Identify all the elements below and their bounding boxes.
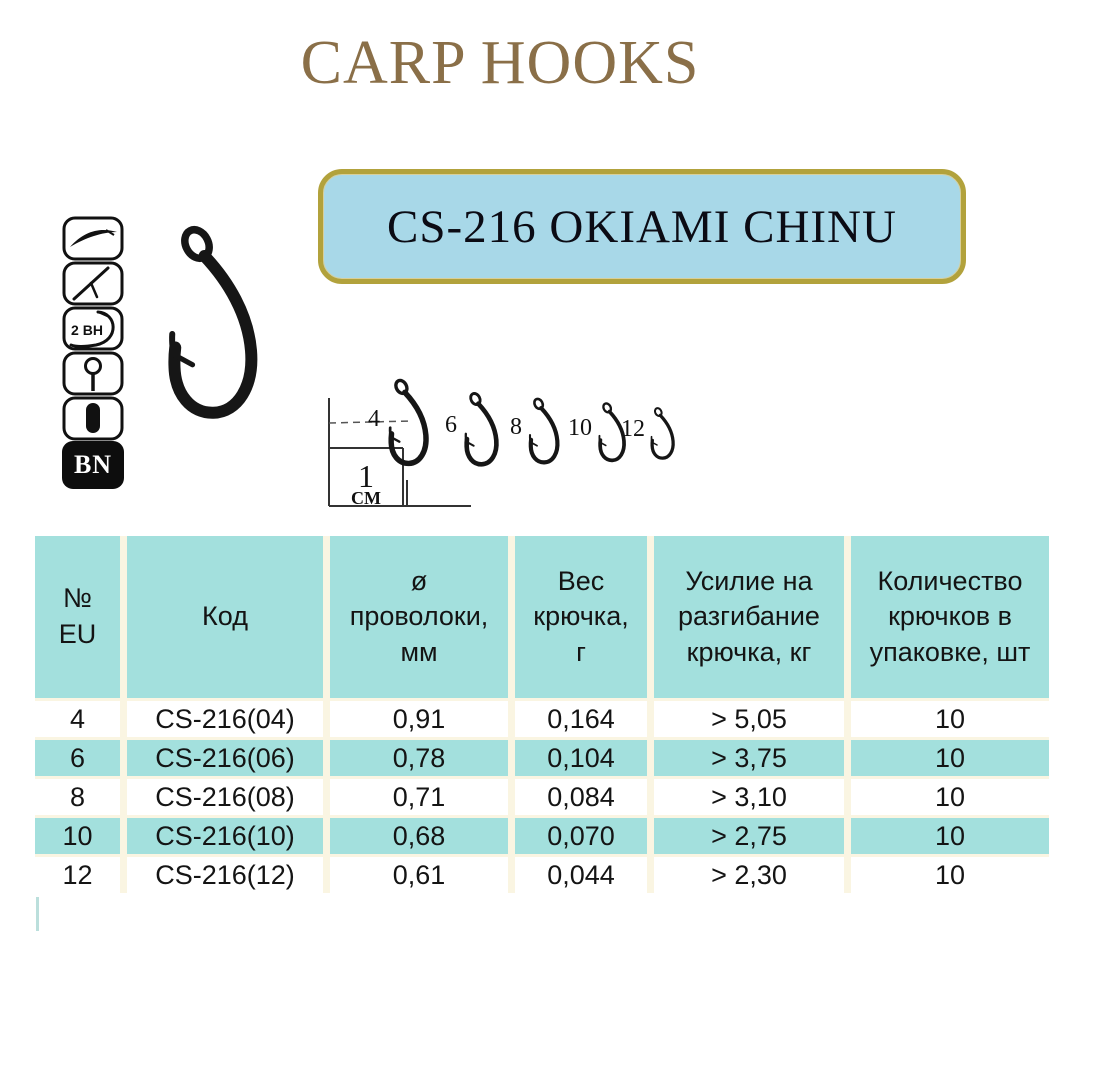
column-header-number: № EU [35, 536, 120, 698]
table-cell: CS-216(06) [127, 740, 323, 776]
spec-table: № EU Код ø проволоки, мм Вес крючка, г У… [35, 536, 1049, 893]
hook-size-icon [649, 405, 675, 460]
table-cell: 12 [35, 857, 120, 893]
table-cell: 0,68 [330, 818, 508, 854]
hook-size-figure: 6 [445, 388, 516, 475]
hook-size-label: 6 [445, 412, 457, 438]
table-cell: 10 [851, 740, 1049, 776]
product-model-label: CS-216 OKIAMI CHINU [387, 200, 897, 253]
hook-size-icon [381, 374, 449, 476]
hook-size-figure: 8 [510, 394, 575, 472]
hook-size-label: 10 [568, 414, 592, 441]
column-header-force: Усилие на разгибание крючка, кг [654, 536, 844, 698]
table-cell: 0,91 [330, 701, 508, 737]
table-cell: 6 [35, 740, 120, 776]
curved-point-icon [62, 216, 124, 261]
table-cell: 0,070 [515, 818, 647, 854]
hook-size-figure: 4 [368, 374, 449, 476]
table-cell: > 2,30 [654, 857, 844, 893]
column-header-wire-diameter: ø проволоки, мм [330, 536, 508, 698]
column-header-quantity: Количество крючков в упаковке, шт [851, 536, 1049, 698]
table-cell: > 3,75 [654, 740, 844, 776]
hook-size-figure: 10 [568, 399, 640, 469]
barbed-point-icon [62, 261, 124, 306]
bend-2bh-label: 2 BH [71, 322, 103, 338]
table-cell: 0,164 [515, 701, 647, 737]
table-cell: 10 [851, 818, 1049, 854]
bend-2bh-icon: 2 BH [62, 306, 124, 351]
table-cell: > 5,05 [654, 701, 844, 737]
hook-size-label: 8 [510, 413, 522, 440]
table-cell: 0,084 [515, 779, 647, 815]
page-title: CARP HOOKS [300, 29, 700, 97]
table-cell: 4 [35, 701, 120, 737]
table-cell: 10 [851, 779, 1049, 815]
feature-icon-column: 2 BH BN [62, 216, 124, 489]
ring-eye-icon [62, 351, 124, 396]
table-cell: 8 [35, 779, 120, 815]
hook-size-label: 4 [368, 405, 380, 432]
table-cell: 0,104 [515, 740, 647, 776]
table-cell: CS-216(08) [127, 779, 323, 815]
forged-shank-icon [62, 396, 124, 441]
size-chart: 1 СМ 4 6 8 10 12 [323, 372, 703, 514]
hook-size-label: 12 [621, 415, 645, 442]
table-cell: 10 [851, 701, 1049, 737]
table-cell: > 2,75 [654, 818, 844, 854]
column-header-weight: Вес крючка, г [515, 536, 647, 698]
bn-finish-label: BN [73, 450, 113, 479]
table-cell: 0,61 [330, 857, 508, 893]
scale-value: 1 [358, 458, 374, 494]
table-cell: 10 [35, 818, 120, 854]
table-cell: 0,78 [330, 740, 508, 776]
table-cell: > 3,10 [654, 779, 844, 815]
product-model-badge: CS-216 OKIAMI CHINU [318, 169, 966, 284]
scale-unit: СМ [351, 488, 381, 508]
hook-size-figure: 12 [621, 404, 687, 466]
table-cell: 0,044 [515, 857, 647, 893]
table-cell: CS-216(04) [127, 701, 323, 737]
table-edge-artifact [36, 897, 39, 931]
hook-size-icon [458, 388, 516, 475]
table-cell: 10 [851, 857, 1049, 893]
table-cell: 0,71 [330, 779, 508, 815]
bn-finish-icon: BN [62, 441, 124, 489]
scale-ruler: 1 СМ [328, 398, 471, 508]
hook-illustration [152, 212, 302, 444]
column-header-code: Код [127, 536, 323, 698]
table-cell: CS-216(10) [127, 818, 323, 854]
table-cell: CS-216(12) [127, 857, 323, 893]
